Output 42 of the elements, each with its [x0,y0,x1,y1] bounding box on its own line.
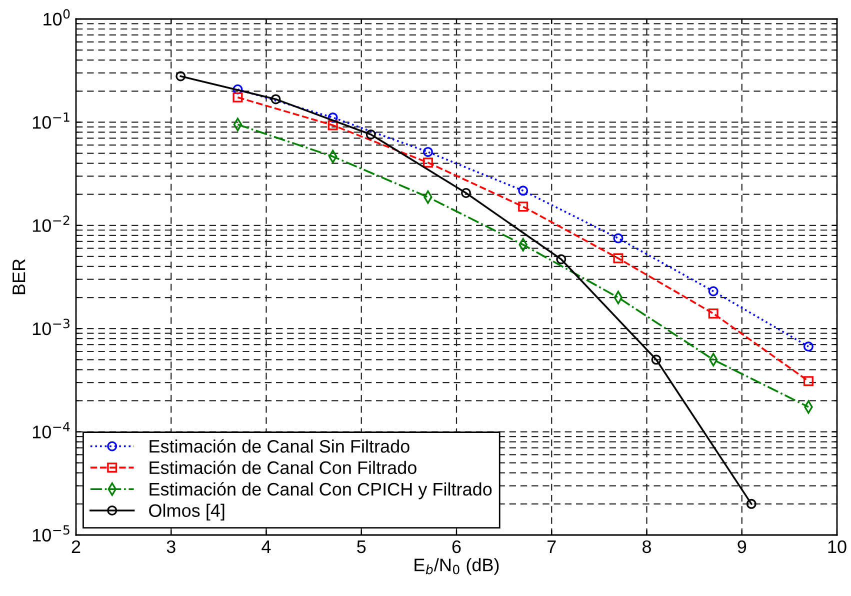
point [176,71,186,82]
point [328,112,338,123]
legend-label: Olmos [4] [149,504,224,521]
point [328,120,338,130]
x-tick-label: 2 [72,540,80,553]
point [556,254,566,264]
legend-label: Estimación de Canal Sin Filtrado [150,439,410,453]
point [708,308,718,319]
y-tick-label: 10$^{0}$ [44,9,70,26]
point [708,286,718,296]
y-tick-label: 10$^{−5}$ [32,525,70,542]
legend-label: Estimación de Canal Con CPICH y Filtrado [150,482,492,500]
point [746,498,756,509]
point [518,186,528,196]
point [232,92,243,102]
point [422,158,433,168]
y-tick-label: 10$^{−4}$ [32,422,70,438]
point [232,84,243,94]
x-tick-label: 9 [738,540,746,554]
point [613,233,624,244]
x-tick-label: 8 [642,540,651,554]
point [518,202,528,212]
point [422,146,433,157]
x-tick-label: 5 [357,540,366,554]
point [803,376,814,386]
y-tick-label: 10$^{−2}$ [32,216,70,232]
point [651,354,662,365]
x-axis-title: E$_{b}$/N$_{0}$ (dB) [414,558,499,575]
point [461,188,472,198]
point [803,342,814,352]
legend-label: Estimación de Canal Con Filtrado [150,460,416,474]
y-tick-label: 10$^{−3}$ [32,318,70,336]
x-tick-label: 3 [166,540,176,554]
point [366,130,376,140]
x-tick-label: 7 [548,540,556,553]
point [270,94,281,104]
x-tick-label: 10 [828,540,846,554]
y-axis-title: BER [12,259,26,294]
point [613,253,624,264]
x-tick-label: 4 [262,540,271,553]
y-tick-label: 10$^{−1}$ [32,112,70,129]
x-tick-label: 6 [452,540,461,554]
